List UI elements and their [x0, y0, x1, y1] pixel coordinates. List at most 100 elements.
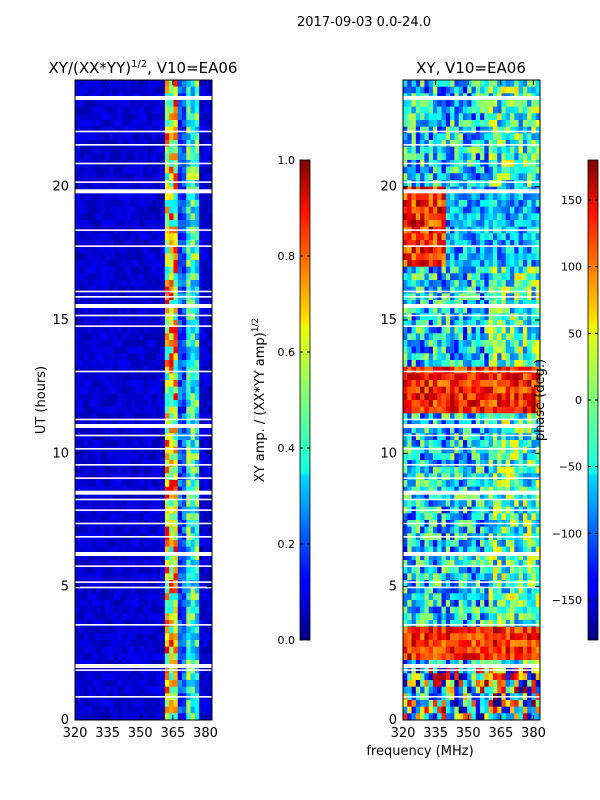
- left-heatmap-cell: [96, 306, 102, 314]
- right-heatmap-cell: [531, 380, 537, 388]
- right-heatmap-cell: [432, 340, 438, 348]
- left-heatmap-cell: [113, 433, 119, 441]
- right-heatmap-cell: [454, 433, 460, 441]
- left-heatmap-cell: [186, 146, 191, 154]
- left-heatmap-cell: [177, 373, 183, 381]
- right-heatmap-cell: [535, 206, 540, 214]
- left-heatmap-cell: [130, 180, 136, 188]
- left-heatmap-cell: [194, 393, 200, 401]
- left-heatmap-cell: [122, 306, 127, 314]
- right-heatmap-cell: [467, 273, 472, 281]
- left-heatmap-cell: [152, 486, 157, 494]
- left-heatmap-cell: [126, 140, 132, 148]
- left-heatmap-cell: [177, 220, 183, 228]
- left-heatmap-cell: [160, 680, 166, 688]
- right-heatmap-cell: [522, 360, 528, 368]
- right-heatmap-cell: [450, 386, 455, 394]
- left-heatmap-cell: [199, 706, 204, 714]
- left-heatmap-cell: [203, 446, 209, 454]
- right-heatmap-cell: [497, 240, 502, 248]
- left-heatmap-cell: [177, 353, 183, 361]
- left-heatmap-cell: [122, 386, 127, 394]
- left-heatmap-cell: [147, 613, 153, 621]
- left-heatmap-cell: [190, 346, 196, 354]
- right-heatmap-cell: [437, 280, 442, 288]
- right-heatmap-cell: [437, 246, 442, 254]
- left-heatmap-cell: [143, 620, 149, 628]
- left-heatmap-cell: [83, 546, 89, 554]
- left-heatmap-cell: [134, 126, 140, 134]
- left-heatmap-cell: [164, 133, 170, 141]
- left-heatmap-cell: [96, 446, 102, 454]
- left-heatmap-cell: [177, 173, 183, 181]
- right-heatmap-cell: [407, 426, 412, 434]
- right-heatmap-cell: [437, 260, 442, 268]
- right-heatmap-cell: [424, 240, 430, 248]
- right-heatmap-cell: [497, 373, 502, 381]
- left-x-tick-label: 320: [63, 726, 88, 741]
- left-heatmap-cell: [139, 260, 144, 268]
- right-heatmap-cell: [428, 360, 434, 368]
- left-heatmap-cell: [182, 580, 187, 588]
- right-heatmap-cell: [432, 393, 438, 401]
- left-heatmap-cell: [79, 373, 84, 381]
- left-heatmap-cell: [134, 326, 140, 334]
- left-heatmap-cell: [139, 553, 144, 561]
- left-heatmap-cell: [182, 606, 187, 614]
- right-heatmap-cell: [505, 206, 511, 214]
- right-heatmap-cell: [424, 126, 430, 134]
- right-heatmap-cell: [510, 413, 515, 421]
- right-heatmap-cell: [403, 326, 408, 334]
- right-heatmap-cell: [424, 380, 430, 388]
- left-heatmap-cell: [139, 500, 144, 508]
- right-heatmap-cell: [467, 180, 472, 188]
- left-heatmap-cell: [190, 646, 196, 654]
- left-heatmap-cell: [139, 193, 144, 201]
- left-heatmap-cell: [203, 673, 209, 681]
- left-heatmap-cell: [160, 313, 166, 321]
- right-heatmap-cell: [522, 280, 528, 288]
- left-heatmap-cell: [143, 433, 149, 441]
- left-heatmap-cell: [199, 440, 204, 448]
- left-heatmap-cell: [199, 660, 204, 668]
- right-heatmap-cell: [415, 420, 421, 428]
- left-heatmap-cell: [96, 526, 102, 534]
- right-heatmap-cell: [437, 233, 442, 241]
- left-heatmap-cell: [199, 626, 204, 634]
- right-heatmap-cell: [432, 386, 438, 394]
- right-heatmap-cell: [510, 213, 515, 221]
- left-colorbar-gradient: [299, 159, 311, 641]
- right-heatmap-cell: [428, 433, 434, 441]
- right-heatmap-cell: [462, 133, 468, 141]
- left-heatmap-cell: [152, 306, 157, 314]
- left-heatmap-cell: [156, 500, 162, 508]
- left-heatmap-cell: [164, 86, 170, 94]
- left-heatmap-cell: [100, 266, 106, 274]
- right-heatmap-cell: [403, 86, 408, 94]
- left-heatmap-cell: [156, 373, 162, 381]
- left-heatmap-cell: [143, 466, 149, 474]
- left-heatmap-cell: [104, 440, 110, 448]
- left-heatmap-cell: [79, 453, 84, 461]
- left-heatmap-cell: [92, 653, 97, 661]
- left-heatmap-cell: [173, 493, 179, 501]
- right-heatmap-cell: [437, 300, 442, 308]
- left-heatmap-cell: [79, 126, 84, 134]
- left-heatmap-cell: [87, 706, 93, 714]
- left-heatmap-cell: [96, 613, 102, 621]
- left-heatmap-cell: [173, 460, 179, 468]
- right-heatmap-cell: [488, 320, 494, 328]
- left-heatmap-cell: [169, 306, 174, 314]
- right-heatmap-cell: [505, 133, 511, 141]
- left-heatmap-cell: [207, 180, 212, 188]
- left-heatmap-cell: [87, 426, 93, 434]
- left-heatmap-cell: [130, 406, 136, 414]
- left-heatmap-cell: [182, 266, 187, 274]
- right-heatmap-cell: [527, 333, 532, 341]
- left-heatmap-cell: [134, 653, 140, 661]
- right-heatmap-cell: [462, 393, 468, 401]
- right-heatmap-cell: [531, 393, 537, 401]
- left-heatmap-cell: [92, 500, 97, 508]
- left-heatmap-cell: [126, 326, 132, 334]
- left-heatmap-cell: [143, 553, 149, 561]
